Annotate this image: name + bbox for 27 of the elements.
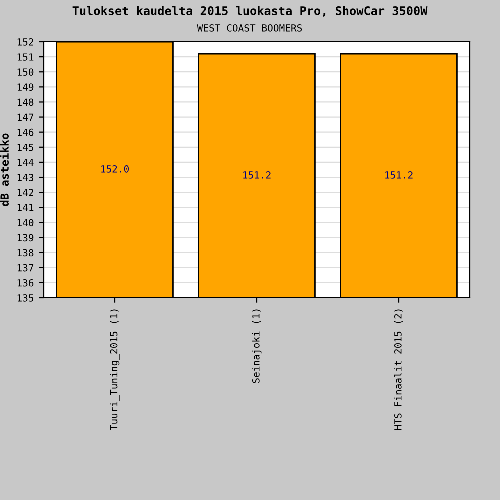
y-tick-label: 148: [18, 98, 34, 106]
y-tick-label: 146: [18, 128, 34, 136]
y-tick-label: 145: [18, 144, 34, 152]
y-tick-label: 143: [18, 174, 34, 182]
y-tick-label: 139: [18, 234, 34, 242]
y-tick-label: 141: [18, 204, 34, 212]
data-label: 151.2: [386, 172, 413, 179]
y-tick-label: 136: [18, 279, 34, 287]
y-axis-title: dB asteikko: [0, 134, 10, 206]
y-tick-label: 152: [18, 38, 34, 46]
y-tick-label: 151: [18, 54, 34, 61]
y-tick-label: 135: [18, 294, 34, 302]
y-tick-label: 144: [18, 159, 34, 166]
data-label: 152.0: [102, 165, 130, 173]
data-label: 151.2: [244, 172, 271, 179]
chart-title: Tulokset kaudelta 2015 luokasta Pro, ShowCar 3500W: [72, 6, 428, 17]
y-tick-label: 138: [18, 249, 34, 257]
x-tick-label: Tuuri_Tuning_2015 (1): [110, 310, 120, 430]
x-tick-label: Seinajoki (1): [252, 310, 262, 384]
y-tick-label: 137: [18, 264, 34, 272]
x-tick-label: HTS Finaalit 2015 (2): [394, 310, 403, 430]
y-tick-label: 142: [18, 189, 34, 196]
chart-subtitle: WEST COAST BOOMERS: [197, 24, 302, 32]
y-tick-label: 150: [18, 68, 34, 76]
y-tick-label: 147: [18, 114, 34, 122]
y-tick-label: 140: [18, 219, 34, 227]
y-tick-label: 149: [18, 84, 34, 92]
